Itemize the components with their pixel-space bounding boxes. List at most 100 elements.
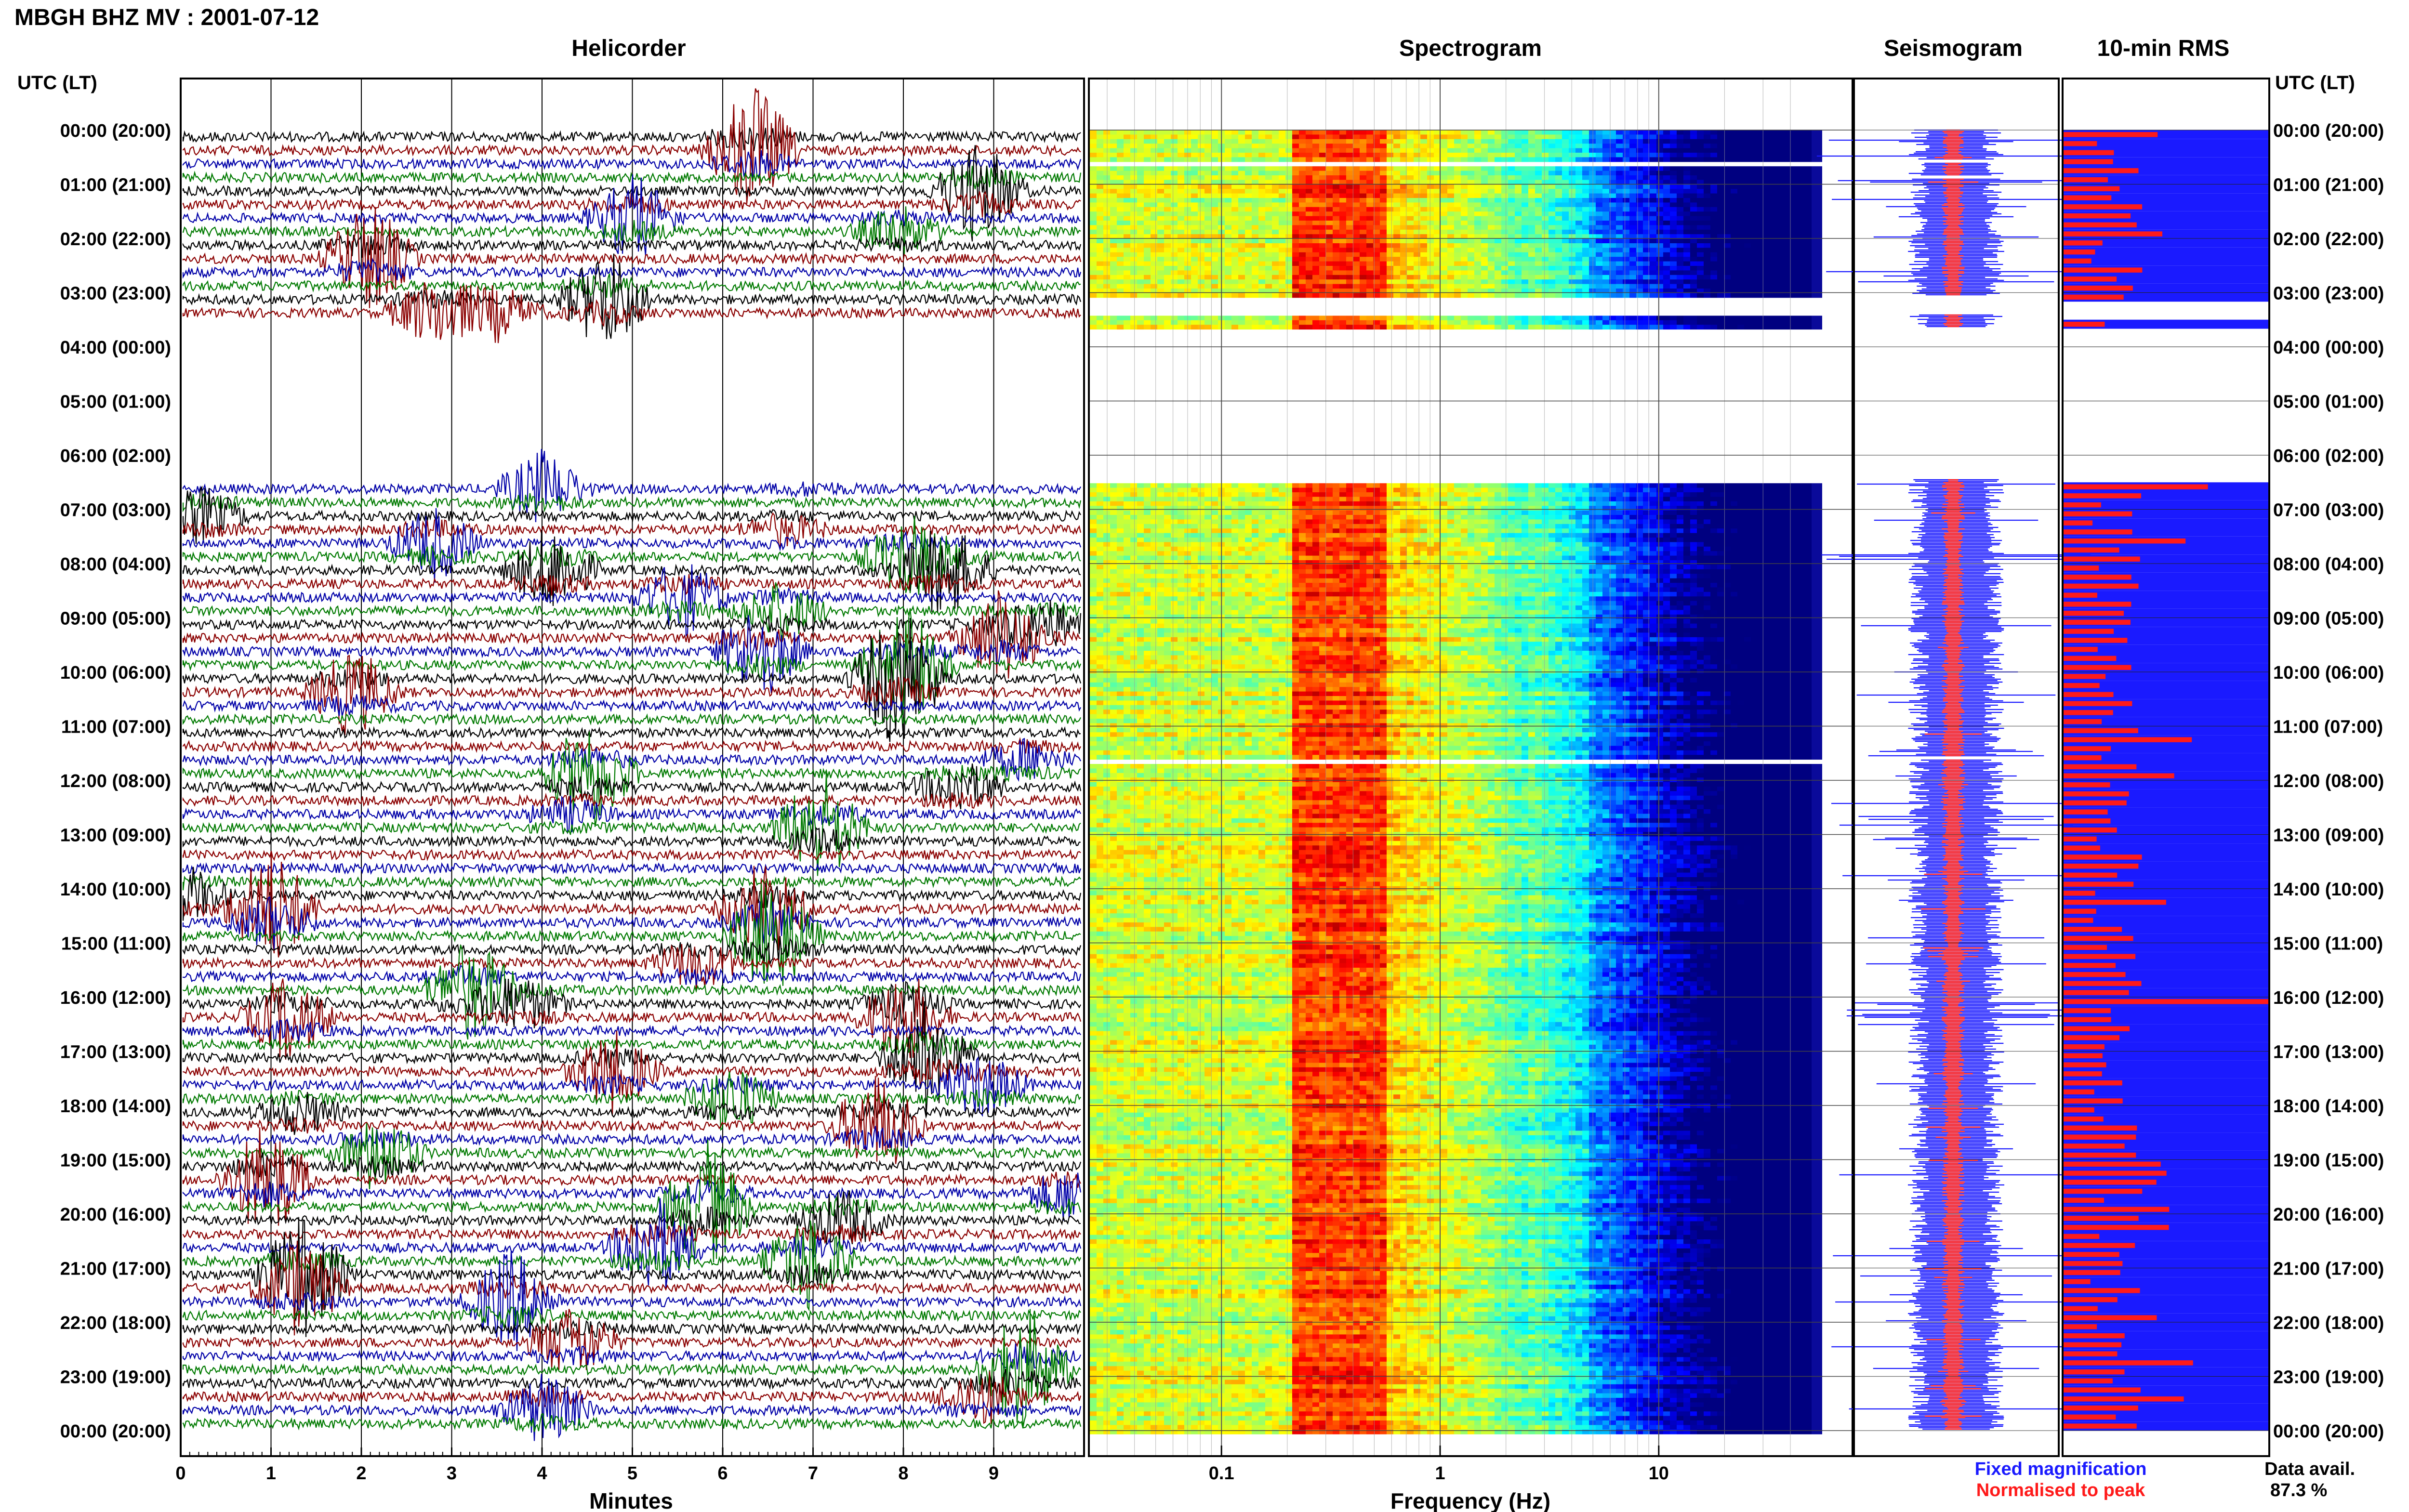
spectrogram-cell [1697,243,1704,248]
spectrogram-cell [1110,234,1117,239]
spectrogram-cell [1447,130,1454,135]
time-tick-right: 23:00 (19:00) [2273,1367,2384,1388]
spectrogram-cell [1798,248,1805,253]
spectrogram-cell [1731,284,1737,289]
spectrogram-cell [1690,506,1697,511]
spectrogram-cell [1447,234,1454,239]
spectrogram-cell [1724,130,1731,135]
spectrogram-cell [1279,216,1285,221]
spectrogram-cell [1387,487,1393,493]
spectrogram-cell [1670,243,1677,248]
spectrogram-cell [1252,483,1258,488]
spectrogram-cell [1420,180,1427,185]
spectrogram-cell [1346,261,1353,266]
spectrogram-cell [1677,198,1683,203]
spectrogram-cell [1764,144,1771,149]
spectrogram-cell [1623,234,1629,239]
spectrogram-cell [1528,293,1535,298]
spectrogram-cell [1717,293,1724,298]
spectrogram-cell [1299,497,1306,502]
spectrogram-cell [1333,320,1339,325]
spectrogram-cell [1771,238,1778,244]
spectrogram-cell [1468,275,1474,280]
spectrogram-cell [1333,316,1339,321]
spectrogram-cell [1414,320,1420,325]
spectrogram-cell [1339,289,1346,293]
spectrogram-cell [1231,266,1238,271]
spectrogram-cell [1596,248,1602,253]
spectrogram-cell [1178,284,1184,289]
spectrogram-cell [1656,492,1663,497]
spectrogram-cell [1265,144,1272,149]
spectrogram-cell [1171,316,1178,321]
spectrogram-cell [1528,248,1535,253]
spectrogram-cell [1656,506,1663,511]
spectrogram-cell [1373,501,1380,506]
spectrogram-cell [1629,257,1636,262]
spectrogram-cell [1252,497,1258,502]
spectrogram-cell [1731,221,1737,225]
spectrogram-cell [1346,289,1353,293]
station-title: MBGH BHZ MV : 2001-07-12 [14,5,319,30]
spectrogram-cell [1690,193,1697,198]
spectrogram-cell [1791,189,1798,194]
spectrogram-cell [1144,248,1151,253]
spectrogram-cell [1602,506,1609,511]
spectrogram-cell [1171,157,1178,162]
spectrogram-cell [1373,189,1380,194]
spectrogram-cell [1407,134,1414,140]
spectrogram-cell [1178,293,1184,298]
spectrogram-cell [1441,483,1447,488]
spectrogram-cell [1306,252,1312,257]
spectrogram-cell [1407,325,1414,330]
spectrogram-cell [1312,221,1319,225]
spectrogram-cell [1663,325,1670,330]
spectrogram-cell [1258,180,1265,185]
spectrogram-cell [1812,157,1822,162]
spectrogram-cell [1333,189,1339,194]
spectrogram-cell [1312,193,1319,198]
spectrogram-cell [1744,184,1751,189]
spectrogram-cell [1353,207,1360,212]
spectrogram-cell [1656,175,1663,180]
spectrogram-cell [1616,207,1623,212]
spectrogram-cell [1616,279,1623,285]
spectrogram-cell [1812,279,1822,285]
spectrogram-cell [1704,211,1710,217]
spectrogram-cell [1515,189,1522,194]
spectrogram-cell [1488,139,1495,144]
spectrogram-cell [1130,257,1137,262]
spectrogram-cell [1447,171,1454,176]
spectrogram-cell [1758,289,1764,293]
spectrogram-cell [1434,261,1441,266]
spectrogram-cell [1299,492,1306,497]
spectrogram-cell [1569,234,1575,239]
spectrogram-cell [1589,325,1596,330]
spectrogram-cell [1555,248,1562,253]
spectrogram-cell [1522,193,1528,198]
spectrogram-cell [1360,221,1366,225]
spectrogram-cell [1346,316,1353,321]
spectrogram-cell [1279,189,1285,194]
spectrogram-cell [1272,171,1279,176]
spectrogram-cell [1791,166,1798,171]
spectrogram-cell [1468,266,1474,271]
spectrogram-cell [1265,171,1272,176]
spectrogram-cell [1407,487,1414,493]
spectrogram-cell [1252,270,1258,276]
spectrogram-cell [1677,289,1683,293]
spectrogram-cell [1434,175,1441,180]
time-tick-right: 00:00 (20:00) [2273,121,2384,141]
spectrogram-cell [1596,257,1602,262]
spectrogram-cell [1204,252,1211,257]
helicorder-trace [182,88,1081,204]
spectrogram-cell [1791,144,1798,149]
spectrogram-cell [1279,202,1285,208]
spectrogram-cell [1090,171,1097,176]
spectrogram-cell [1110,229,1117,235]
spectrogram-cell [1333,202,1339,208]
spectrogram-cell [1663,234,1670,239]
spectrogram-cell [1535,252,1542,257]
spectrogram-cell [1522,252,1528,257]
spectrogram-cell [1420,229,1427,235]
